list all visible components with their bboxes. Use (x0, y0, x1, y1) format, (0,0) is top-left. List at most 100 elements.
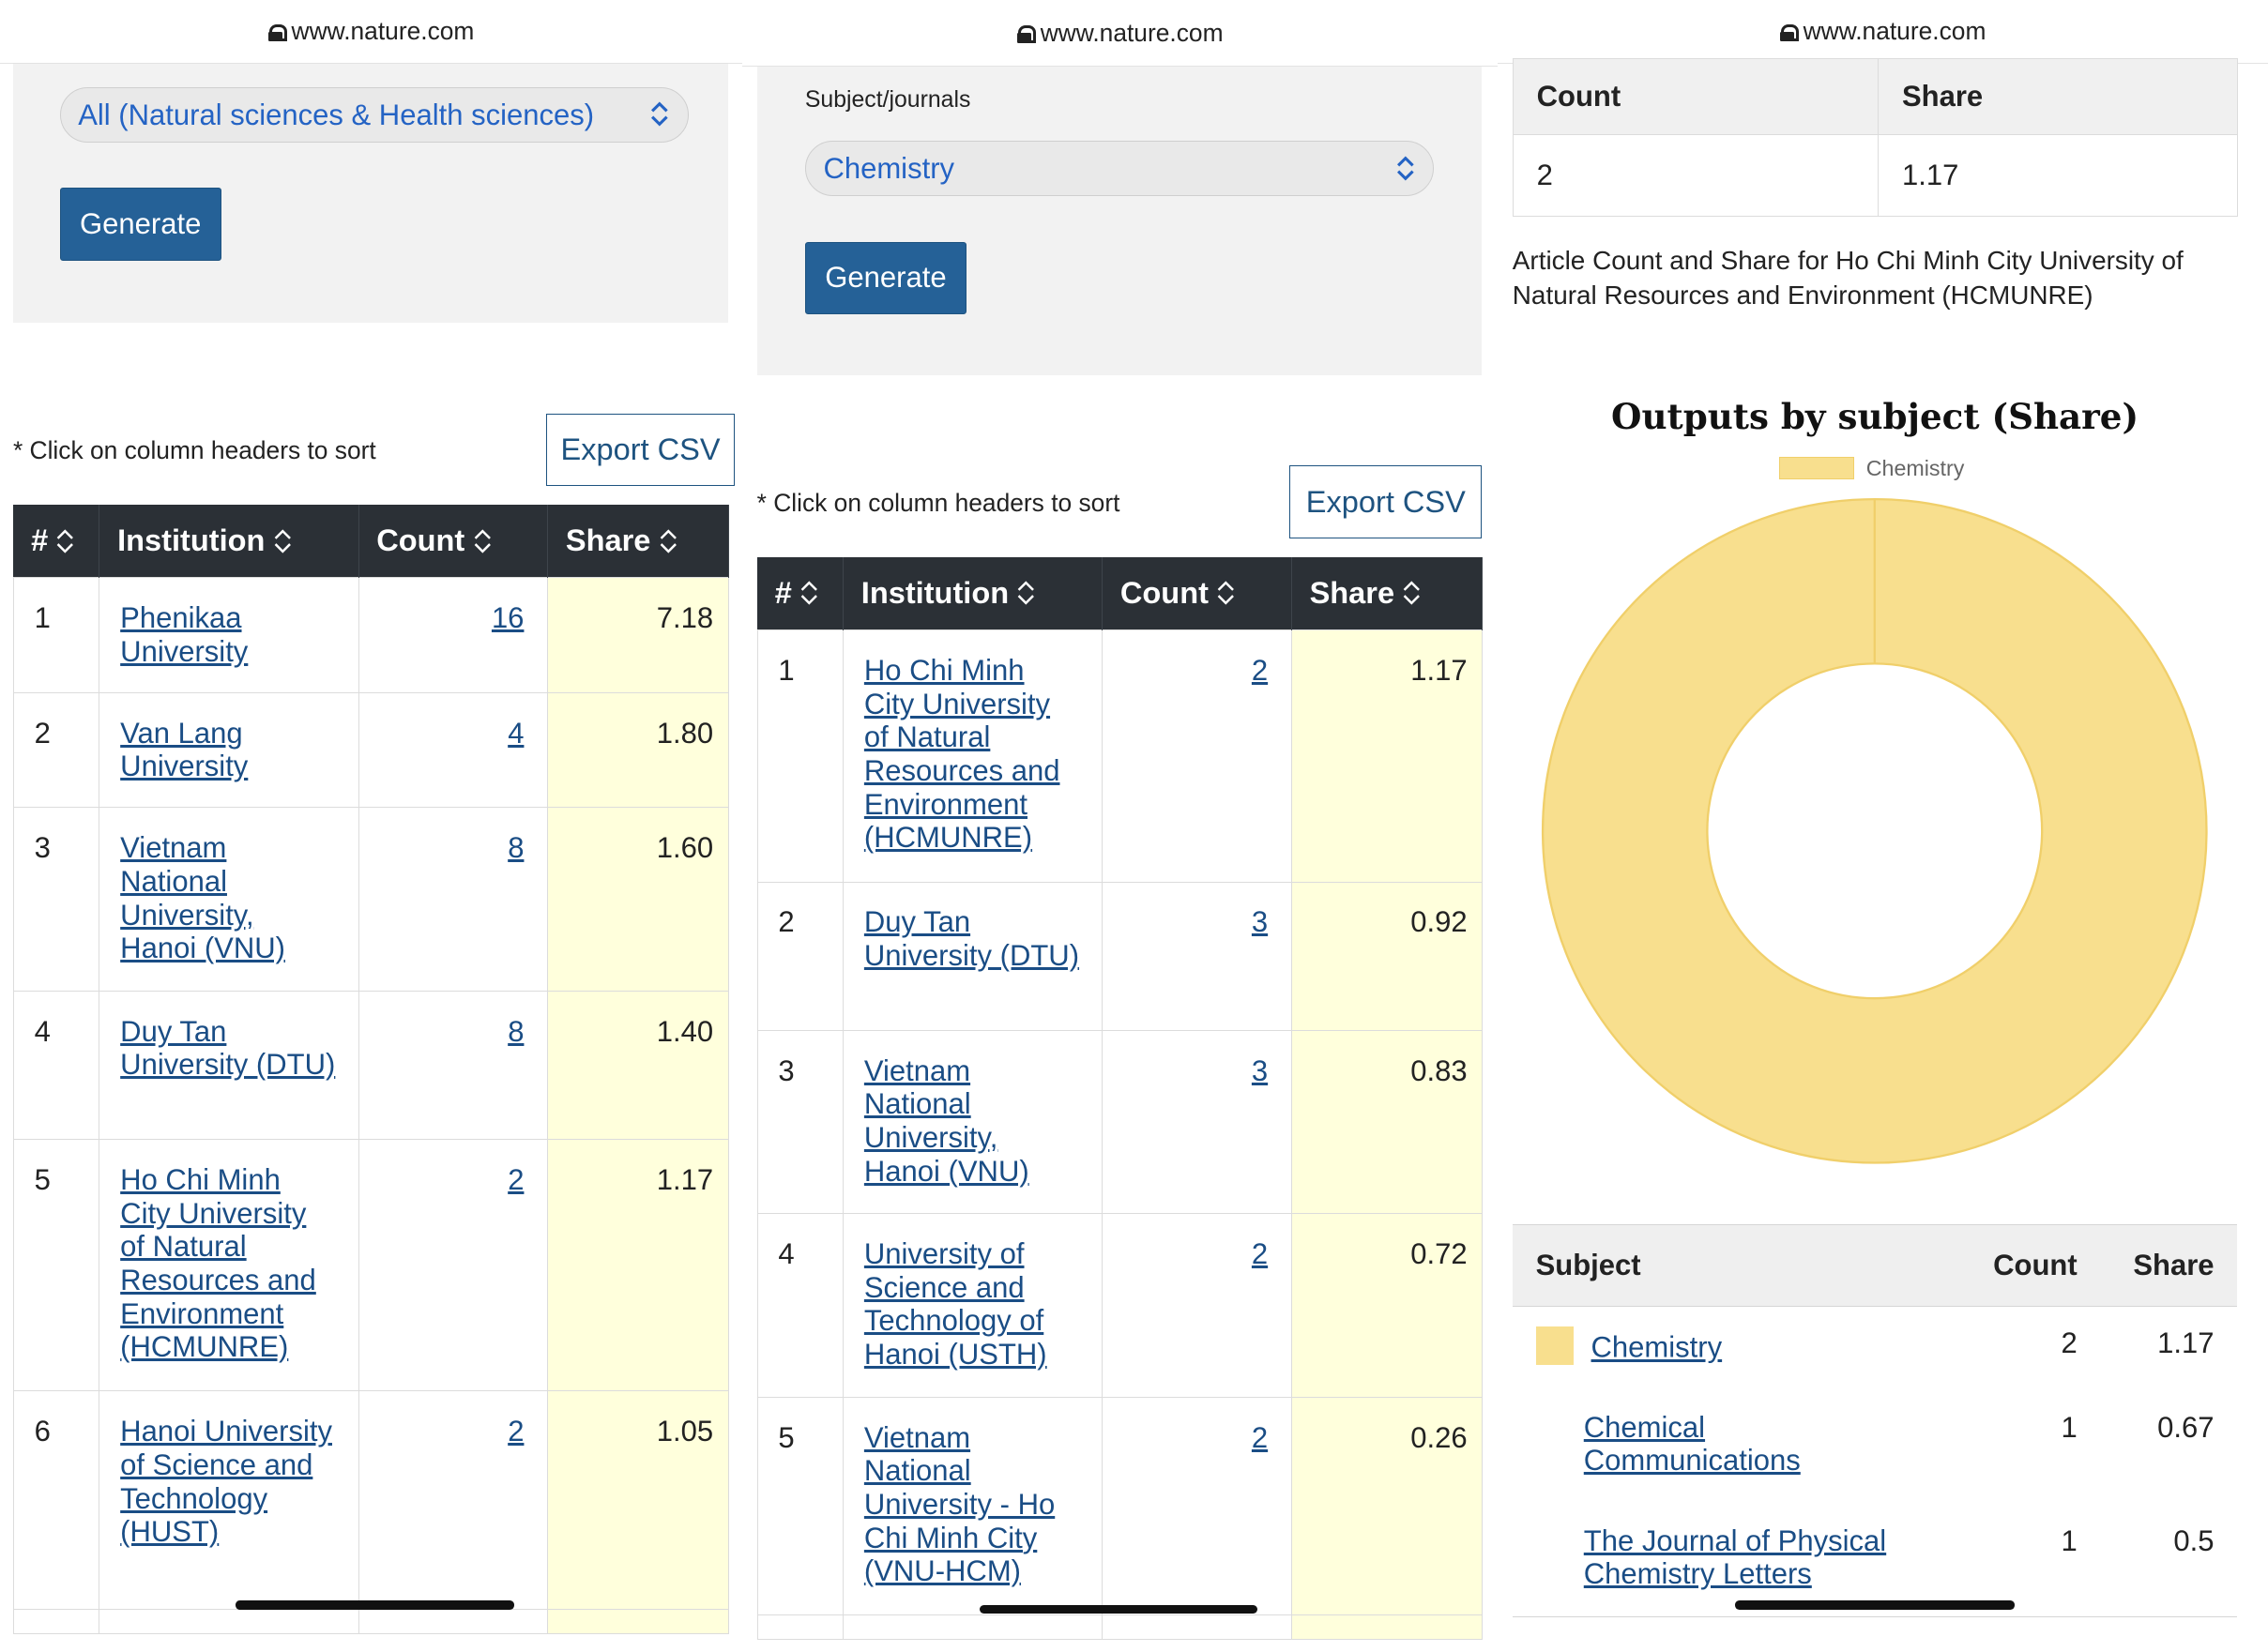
sort-icon (57, 528, 74, 553)
institution-link[interactable]: Duy Tan University (DTU) (863, 905, 1080, 973)
count-header: Count (1512, 58, 1880, 135)
institution-link[interactable]: Vietnam National University, Hanoi (VNU) (120, 831, 285, 965)
share-cell: 0.5 (2094, 1500, 2238, 1618)
sort-icon (1404, 581, 1421, 605)
count-link[interactable]: 2 (1251, 1237, 1269, 1271)
count-link[interactable]: 2 (1251, 1420, 1269, 1454)
table-row: Chemistry 2 1.17 (1513, 1306, 2238, 1387)
donut-chart (1542, 497, 2208, 1164)
count-header[interactable]: Count (358, 505, 549, 578)
table-row: 4 University of Science and Technology o… (756, 1213, 1484, 1398)
subject-select[interactable]: All (Natural sciences & Health sciences) (59, 87, 689, 143)
institution-table: # Institution Count Share 1 Ho Chi Minh … (756, 557, 1484, 1641)
table-row (756, 1614, 1484, 1641)
institution-link[interactable]: Ho Chi Minh City University of Natural R… (863, 654, 1060, 855)
share-cell: 1.80 (547, 691, 729, 809)
rank-cell: 4 (12, 990, 100, 1141)
rank-cell: 6 (12, 1390, 100, 1611)
institution-link[interactable]: Vietnam National University, Hanoi (VNU) (863, 1053, 1029, 1188)
generate-button[interactable]: Generate (804, 241, 967, 315)
generate-button[interactable]: Generate (59, 188, 221, 261)
institution-link[interactable]: Hanoi University of Science and Technolo… (120, 1415, 332, 1549)
count-link[interactable]: 2 (1251, 654, 1269, 688)
panel-institution-detail: www.nature.com Count Share 2 1.17 Articl… (1498, 0, 2268, 1652)
url-text: www.nature.com (1803, 17, 1986, 46)
sort-icon (660, 528, 677, 553)
subject-select[interactable]: Chemistry (804, 141, 1434, 197)
table-row: 5 Vietnam National University - Ho Chi M… (756, 1396, 1484, 1616)
chevron-updown-icon (1396, 156, 1414, 181)
chart-legend[interactable]: Chemistry (1778, 456, 1964, 481)
table-row: 3 Vietnam National University, Hanoi (VN… (756, 1029, 1484, 1215)
share-cell: 1.05 (547, 1390, 729, 1611)
institution-link[interactable]: Phenikaa University (120, 601, 249, 668)
institution-link[interactable]: University of Science and Technology of … (863, 1237, 1047, 1372)
table-row: Chemical Communications 1 0.67 (1513, 1387, 2238, 1501)
panel-all-subjects: www.nature.com All (Natural sciences & H… (0, 0, 743, 1652)
export-csv-button[interactable]: Export CSV (1289, 465, 1483, 538)
table-row: 6 Hanoi University of Science and Techno… (12, 1390, 729, 1611)
count-link[interactable]: 2 (508, 1415, 525, 1448)
institution-header[interactable]: Institution (843, 557, 1104, 630)
share-cell: 7.18 (547, 577, 729, 693)
count-link[interactable]: 16 (491, 601, 525, 635)
rank-cell: 5 (756, 1396, 845, 1616)
sort-icon (274, 528, 291, 553)
institution-header[interactable]: Institution (99, 505, 359, 578)
sort-icon (800, 581, 818, 605)
share-header[interactable]: Share (1291, 557, 1484, 630)
table-caption: Article Count and Share for Ho Chi Minh … (1512, 246, 2184, 311)
export-csv-button[interactable]: Export CSV (545, 413, 736, 487)
sort-hint: * Click on column headers to sort (12, 436, 376, 465)
address-bar[interactable]: www.nature.com (742, 0, 1499, 68)
table-row: 1 Phenikaa University 16 7.18 (12, 577, 729, 693)
journal-link[interactable]: Chemical Communications (1583, 1410, 1801, 1478)
institution-link[interactable]: Duy Tan University (DTU) (120, 1014, 336, 1082)
subject-link[interactable]: Chemistry (1591, 1330, 1723, 1364)
institution-link[interactable]: Vietnam National University - Ho Chi Min… (863, 1420, 1056, 1588)
donut-outline (1706, 662, 2044, 1000)
address-bar[interactable]: www.nature.com (1498, 0, 2268, 65)
address-bar[interactable]: www.nature.com (0, 0, 743, 65)
share-cell: 0.92 (1290, 881, 1484, 1031)
count-link[interactable]: 2 (508, 1162, 525, 1196)
count-link[interactable]: 8 (508, 1014, 525, 1048)
share-cell: 1.17 (2157, 1326, 2215, 1360)
share-cell: 1.60 (547, 807, 729, 992)
count-cell: 2 (2061, 1326, 2078, 1360)
count-value: 2 (1512, 133, 1880, 217)
count-header[interactable]: Count (1102, 557, 1292, 630)
count-link[interactable]: 4 (508, 716, 525, 750)
institution-table: # Institution Count Share 1 Phenikaa Uni… (12, 505, 729, 1634)
chevron-updown-icon (651, 101, 669, 128)
rank-cell: 2 (756, 881, 845, 1031)
count-cell: 1 (1949, 1500, 2095, 1618)
institution-link[interactable]: Van Lang University (120, 716, 249, 783)
table-row: 3 Vietnam National University, Hanoi (VN… (12, 807, 729, 992)
legend-swatch (1778, 457, 1855, 479)
rank-cell: 4 (756, 1213, 845, 1398)
count-link[interactable]: 3 (1251, 905, 1269, 939)
share-header[interactable]: Share (547, 505, 729, 578)
rank-header[interactable]: # (13, 505, 100, 578)
rank-cell: 1 (756, 629, 845, 883)
url-text: www.nature.com (1040, 18, 1224, 47)
count-link[interactable]: 8 (508, 831, 525, 865)
share-value: 1.17 (1878, 133, 2239, 217)
table-row: 4 Duy Tan University (DTU) 8 1.40 (12, 990, 729, 1141)
count-link[interactable]: 3 (1251, 1053, 1269, 1087)
lock-icon (1016, 25, 1036, 44)
count-header: Count (1949, 1223, 2095, 1307)
share-cell: 0.72 (1290, 1213, 1484, 1398)
rank-header[interactable]: # (757, 557, 845, 630)
share-cell: 1.17 (547, 1139, 729, 1392)
journal-link[interactable]: The Journal of Physical Chemistry Letter… (1583, 1523, 1887, 1591)
panel-chemistry: www.nature.com Subject/journals Chemistr… (742, 0, 1499, 1652)
table-row (12, 1609, 729, 1634)
institution-link[interactable]: Ho Chi Minh City University of Natural R… (120, 1162, 316, 1364)
rank-cell: 2 (12, 691, 100, 809)
table-row: 2 Duy Tan University (DTU) 3 0.92 (756, 881, 1484, 1031)
rank-cell: 3 (756, 1029, 845, 1215)
sort-icon (1217, 581, 1235, 605)
sort-hint: * Click on column headers to sort (756, 489, 1120, 518)
